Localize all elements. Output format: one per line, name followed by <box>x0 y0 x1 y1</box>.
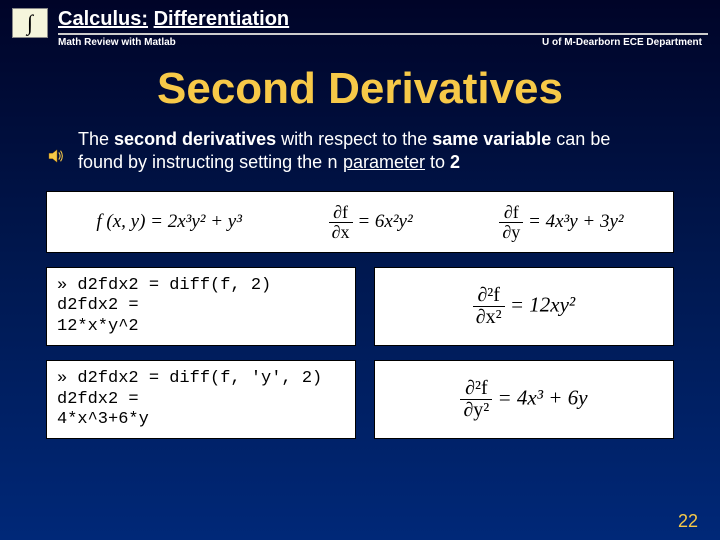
body-underline-param: parameter <box>343 152 425 172</box>
eq-dfdx: ∂f∂x = 6x²y² <box>329 203 413 242</box>
logo-symbol: ∫ <box>27 10 33 36</box>
code-line: 12*x*y^2 <box>57 317 345 337</box>
slide-title: Second Derivatives <box>0 64 720 114</box>
code-line: » d2fdx2 = diff(f, 'y', 2) <box>57 369 345 389</box>
breadcrumb-topic: Calculus: <box>58 8 148 30</box>
subheader-right: U of M-Dearborn ECE Department <box>542 37 702 48</box>
breadcrumb-subtopic: Differentiation <box>154 8 290 30</box>
eq-d2fdx2: ∂²f∂x² = 12xy² <box>473 285 575 328</box>
header-text-block: Calculus: Differentiation Math Review wi… <box>58 8 708 48</box>
body-paragraph: The second derivatives with respect to t… <box>78 128 660 175</box>
body-code-n: n <box>327 154 338 174</box>
eq-dfdy: ∂f∂y = 4x³y + 3y² <box>499 203 623 242</box>
page-number: 22 <box>678 511 698 532</box>
body-prefix: The <box>78 129 114 149</box>
code-box-1: » d2fdx2 = diff(f, 2) d2fdx2 = 12*x*y^2 <box>46 267 356 346</box>
subheader: Math Review with Matlab U of M-Dearborn … <box>58 37 708 48</box>
body-bold-3: 2 <box>450 152 460 172</box>
eq-d2fdy2: ∂²f∂y² = 4x³ + 6y <box>460 378 587 421</box>
body-bold-1: second derivatives <box>114 129 276 149</box>
subheader-left: Math Review with Matlab <box>58 37 176 48</box>
equation-definition-box: f (x, y) = 2x³y² + y³ ∂f∂x = 6x²y² ∂f∂y … <box>46 191 674 253</box>
code-line: d2fdx2 = <box>57 390 345 410</box>
body-mid4: to <box>425 152 450 172</box>
result-box-2: ∂²f∂y² = 4x³ + 6y <box>374 360 674 439</box>
breadcrumb: Calculus: Differentiation <box>58 8 708 31</box>
code-line: d2fdx2 = <box>57 296 345 316</box>
result-box-1: ∂²f∂x² = 12xy² <box>374 267 674 346</box>
integral-logo: ∫ <box>12 8 48 38</box>
eq-fxy: f (x, y) = 2x³y² + y³ <box>96 211 242 233</box>
body-mid1: with respect to the <box>276 129 432 149</box>
body-bold-2: same variable <box>432 129 551 149</box>
header-divider <box>58 33 708 35</box>
code-line: » d2fdx2 = diff(f, 2) <box>57 276 345 296</box>
example-row-1: » d2fdx2 = diff(f, 2) d2fdx2 = 12*x*y^2 … <box>46 267 674 346</box>
slide-header: ∫ Calculus: Differentiation Math Review … <box>0 0 720 50</box>
speaker-icon <box>48 148 66 164</box>
code-box-2: » d2fdx2 = diff(f, 'y', 2) d2fdx2 = 4*x^… <box>46 360 356 439</box>
code-line: 4*x^3+6*y <box>57 410 345 430</box>
example-row-2: » d2fdx2 = diff(f, 'y', 2) d2fdx2 = 4*x^… <box>46 360 674 439</box>
